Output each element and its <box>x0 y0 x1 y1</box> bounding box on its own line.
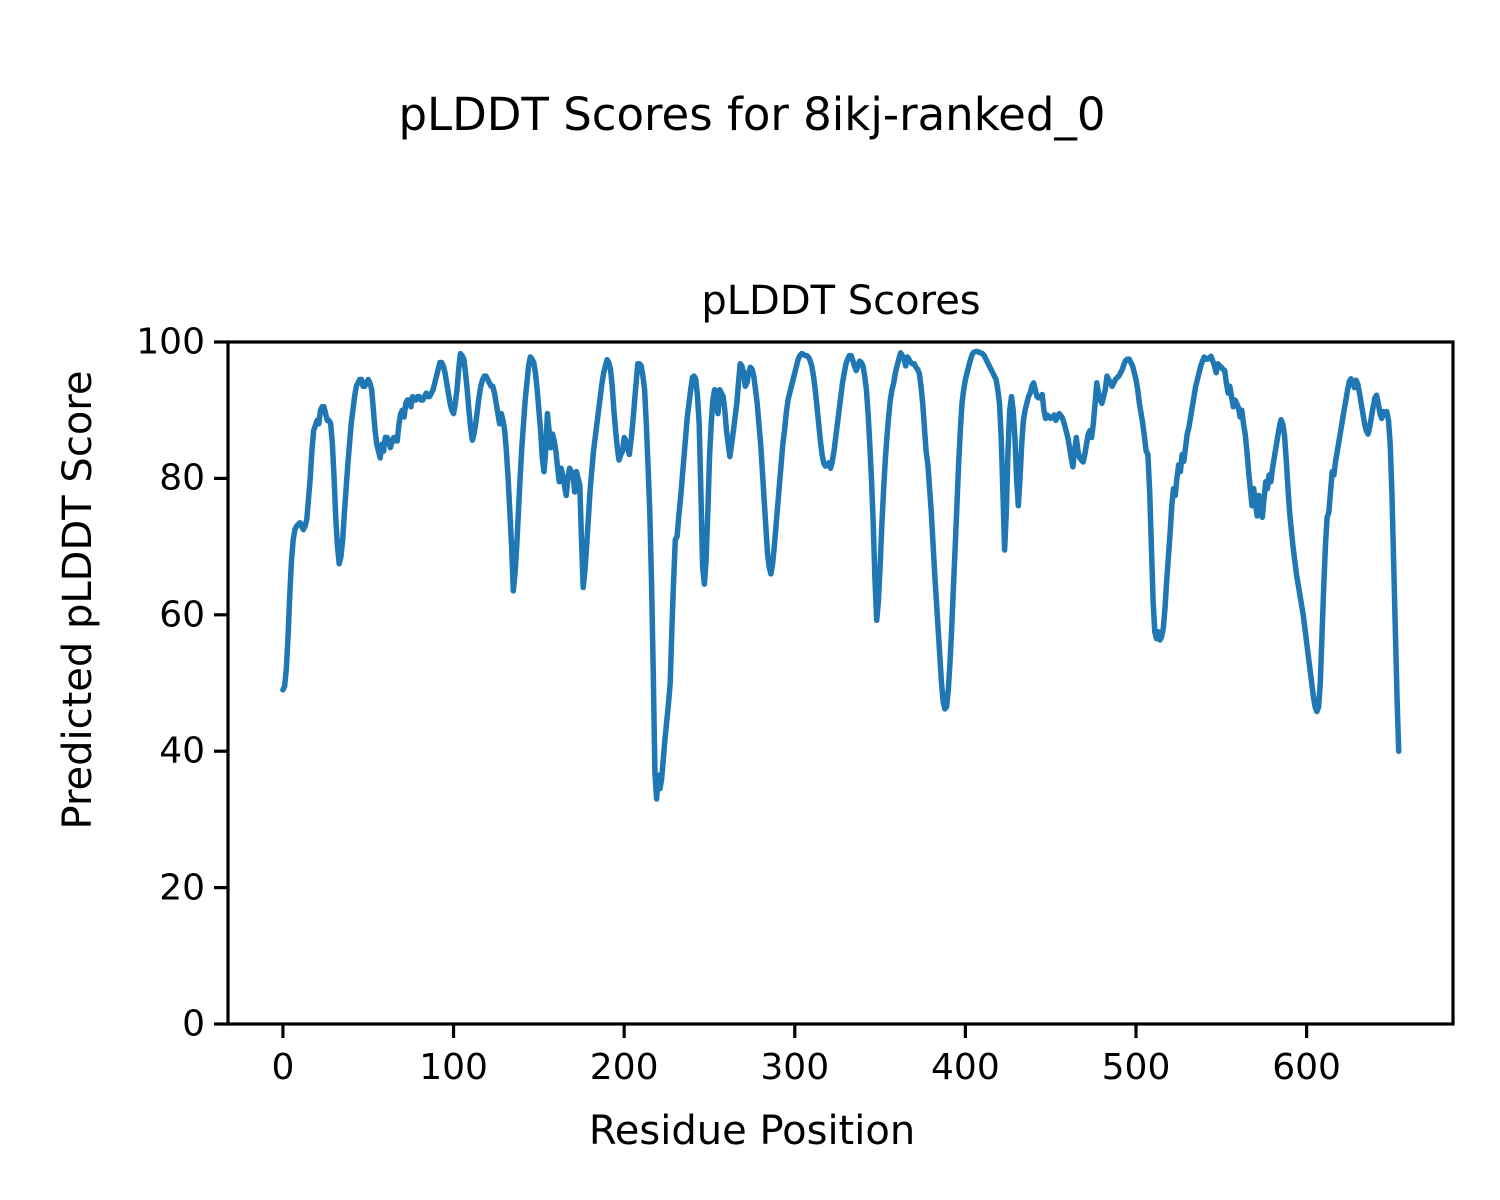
plddt-line <box>280 348 1402 802</box>
y-tick-label: 40 <box>159 730 205 772</box>
y-tick-label: 100 <box>136 321 205 363</box>
figure-suptitle: pLDDT Scores for 8ikj-ranked_0 <box>398 88 1106 141</box>
plot-area <box>214 340 1455 1038</box>
x-tick-label: 600 <box>1272 1047 1341 1088</box>
axes-frame <box>226 340 1455 1026</box>
axes-title: pLDDT Scores <box>701 278 981 324</box>
y-tick-label: 20 <box>159 867 205 908</box>
x-tick-label: 300 <box>760 1047 830 1088</box>
x-axis-label: Residue Position <box>588 1108 916 1154</box>
y-tick-label: 80 <box>159 457 205 499</box>
x-tick-label: 500 <box>1101 1047 1171 1088</box>
y-tick-label: 60 <box>159 594 205 636</box>
y-tick-label: 0 <box>182 1003 205 1045</box>
x-tick-label: 0 <box>271 1047 295 1088</box>
x-tick-label: 200 <box>589 1047 659 1088</box>
x-tick-label: 100 <box>419 1047 488 1088</box>
y-axis-label: Predicted pLDDT Score <box>55 370 101 830</box>
x-tick-label: 400 <box>931 1047 1000 1088</box>
